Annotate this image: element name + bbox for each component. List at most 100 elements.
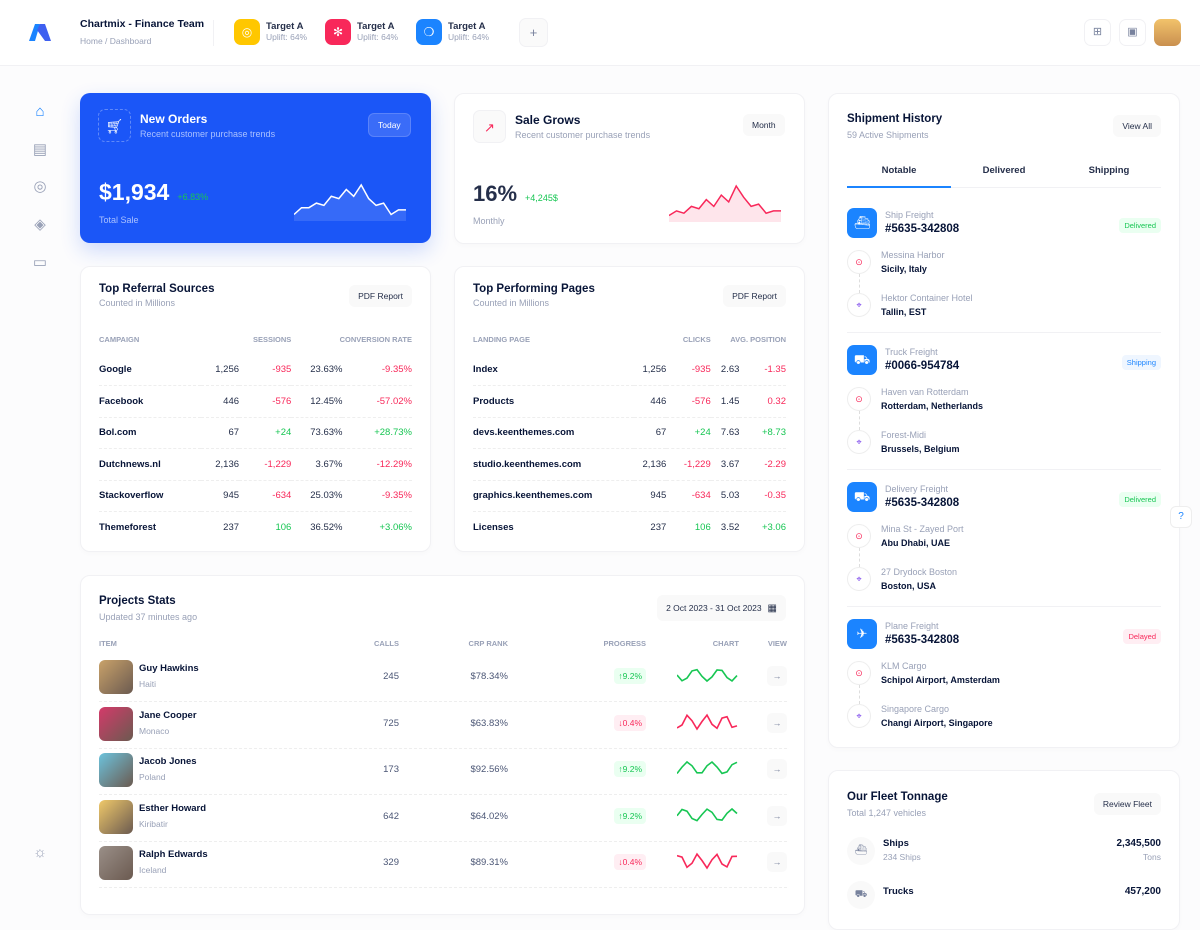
help-icon[interactable]: ? [1170,506,1192,528]
today-button[interactable]: Today [368,113,411,137]
person-name[interactable]: Jane Cooper [139,709,197,721]
primary-change: 106 [694,522,711,533]
target-item[interactable]: ✻ Target A Uplift: 64% [325,19,398,45]
card-subtitle: Recent customer purchase trends [140,129,276,139]
person-country: Monaco [139,725,170,736]
card-subtitle: Recent customer purchase trends [515,130,651,140]
calendar-icon: ▦ [767,602,777,614]
monthly-label: Monthly [473,216,505,226]
secondary-change: -9.35% [342,480,412,512]
primary-change: -1,229 [666,448,711,481]
destination-name: Forest-Midi [881,430,927,440]
target-label: Target A [357,21,395,32]
target-item[interactable]: ❍ Target A Uplift: 64% [416,19,489,45]
shipment-history-card: Shipment History 59 Active Shipments Vie… [828,93,1180,748]
document-icon[interactable]: ▤ [32,141,48,158]
view-arrow-button[interactable]: → [767,712,787,733]
briefcase-icon[interactable]: ▭ [32,254,48,271]
card-title: Shipment History [847,113,943,125]
row-name[interactable]: Bol.com [99,417,202,449]
arrow-down-icon: ↓ [618,857,623,867]
date-range-picker[interactable]: 2 Oct 2023 - 31 Oct 2023 ▦ [657,595,786,621]
origin-name: Mina St - Zayed Port [881,524,964,534]
tab-notable[interactable]: Notable [881,165,917,176]
person-name[interactable]: Ralph Edwards [139,849,208,860]
shipment-item[interactable]: ⛴ Ship Freight #5635-342808 Delivered ⊙ M… [847,208,1161,333]
project-row: Jacob Jones Poland 173 $92.56% ↑9.2% → [99,749,787,795]
shipment-id: #5635-342808 [885,223,960,235]
card-title: Sale Grows [515,113,581,127]
apps-grid-icon[interactable]: ⊞ [1084,19,1111,46]
person-name[interactable]: Jacob Jones [139,756,197,767]
row-name[interactable]: Themeforest [99,522,157,533]
month-button[interactable]: Month [743,114,785,136]
ship-icon: ⛴ [847,208,877,238]
destination-location: Brussels, Belgium [881,444,960,454]
pdf-report-button[interactable]: PDF Report [349,285,412,307]
sparkline-path [677,852,738,870]
row-name[interactable]: Products [473,385,635,418]
theme-toggle-sun-icon[interactable]: ☼ [33,844,47,861]
avatar [99,660,133,694]
progress-badge: ↑9.2% [614,761,646,777]
row-name[interactable]: Facebook [99,385,202,418]
chat-icon: ❍ [416,19,442,45]
row-name[interactable]: Google [99,354,202,386]
shipment-item[interactable]: ⛟ Delivery Freight #5635-342808 Delivere… [847,482,1161,607]
row-name[interactable]: Stackoverflow [99,480,202,512]
layers-icon[interactable]: ◈ [34,216,46,233]
atom-icon: ✻ [325,19,351,45]
view-arrow-button[interactable]: → [767,666,787,686]
card-subtitle: Counted in Millions [99,298,176,308]
secondary-value: 12.45% [291,385,343,418]
monthly-row: 16% +4,245$ [473,181,558,207]
avatar [99,706,133,741]
col-sessions: Sessions [252,334,292,344]
row-name[interactable]: Dutchnews.nl [99,448,202,481]
status-badge: Delayed [1123,629,1161,644]
target-item[interactable]: ◎ Target A Uplift: 64% [234,19,307,45]
new-orders-sparkline [294,183,406,221]
shipment-item[interactable]: ✈ Plane Freight #5635-342808 Delayed ⊙ KL… [847,619,1161,744]
primary-value: 945 [634,480,667,512]
view-all-button[interactable]: View All [1113,115,1161,137]
row-name[interactable]: devs.keenthemes.com [473,417,635,449]
person-name[interactable]: Esther Howard [139,802,207,814]
lifebuoy-icon[interactable]: ◎ [33,178,47,195]
secondary-change: -57.02% [342,385,412,418]
row-name[interactable]: graphics.keenthemes.com [473,480,635,512]
freight-type: Plane Freight [885,621,939,631]
project-row: Jane Cooper Monaco 725 $63.83% ↓0.4% → [99,703,787,749]
pages-table: Landing Page Clicks Avg. Position Index 1,2… [473,324,786,543]
primary-change: -1,229 [239,448,292,481]
table-row: devs.keenthemes.com 67 +24 7.63 +8.73 [473,417,786,449]
view-arrow-button[interactable]: → [767,805,787,826]
secondary-change: -1.35 [739,354,786,386]
status-badge: Delivered [1119,492,1161,507]
pdf-report-button[interactable]: PDF Report [723,285,786,307]
calls-value: 642 [383,810,399,822]
col-campaign: Campaign [99,334,140,344]
user-avatar[interactable] [1154,19,1181,46]
person-name[interactable]: Guy Hawkins [139,663,199,674]
view-arrow-button[interactable]: → [767,852,787,872]
top-header: Chartmix - Finance Team Home / Dashboard… [0,0,1200,66]
app-logo[interactable] [29,24,51,41]
breadcrumb-home[interactable]: Home [80,36,103,46]
target-label: Target A [266,21,304,32]
tab-delivered[interactable]: Delivered [982,165,1026,176]
home-icon[interactable]: ⌂ [35,103,45,120]
secondary-value: 3.67 [710,448,740,481]
target-uplift: Uplift: 64% [357,32,399,42]
tab-shipping[interactable]: Shipping [1088,165,1130,176]
add-target-button[interactable]: + [519,18,548,47]
view-arrow-button[interactable]: → [767,759,787,779]
row-name[interactable]: Index [473,354,635,386]
table-row: studio.keenthemes.com 2,136 -1,229 3.67 -2.2… [473,448,786,481]
review-fleet-button[interactable]: Review Fleet [1093,793,1161,815]
row-name[interactable]: studio.keenthemes.com [473,448,635,481]
shipment-item[interactable]: ⛟ Truck Freight #0066-954784 Shipping ⊙ H… [847,345,1161,470]
row-name[interactable]: Licenses [473,522,514,533]
project-row: Esther Howard Kiribatir 642 $64.02% ↑9.2… [99,796,787,842]
notification-icon[interactable]: ▣ [1119,19,1146,46]
